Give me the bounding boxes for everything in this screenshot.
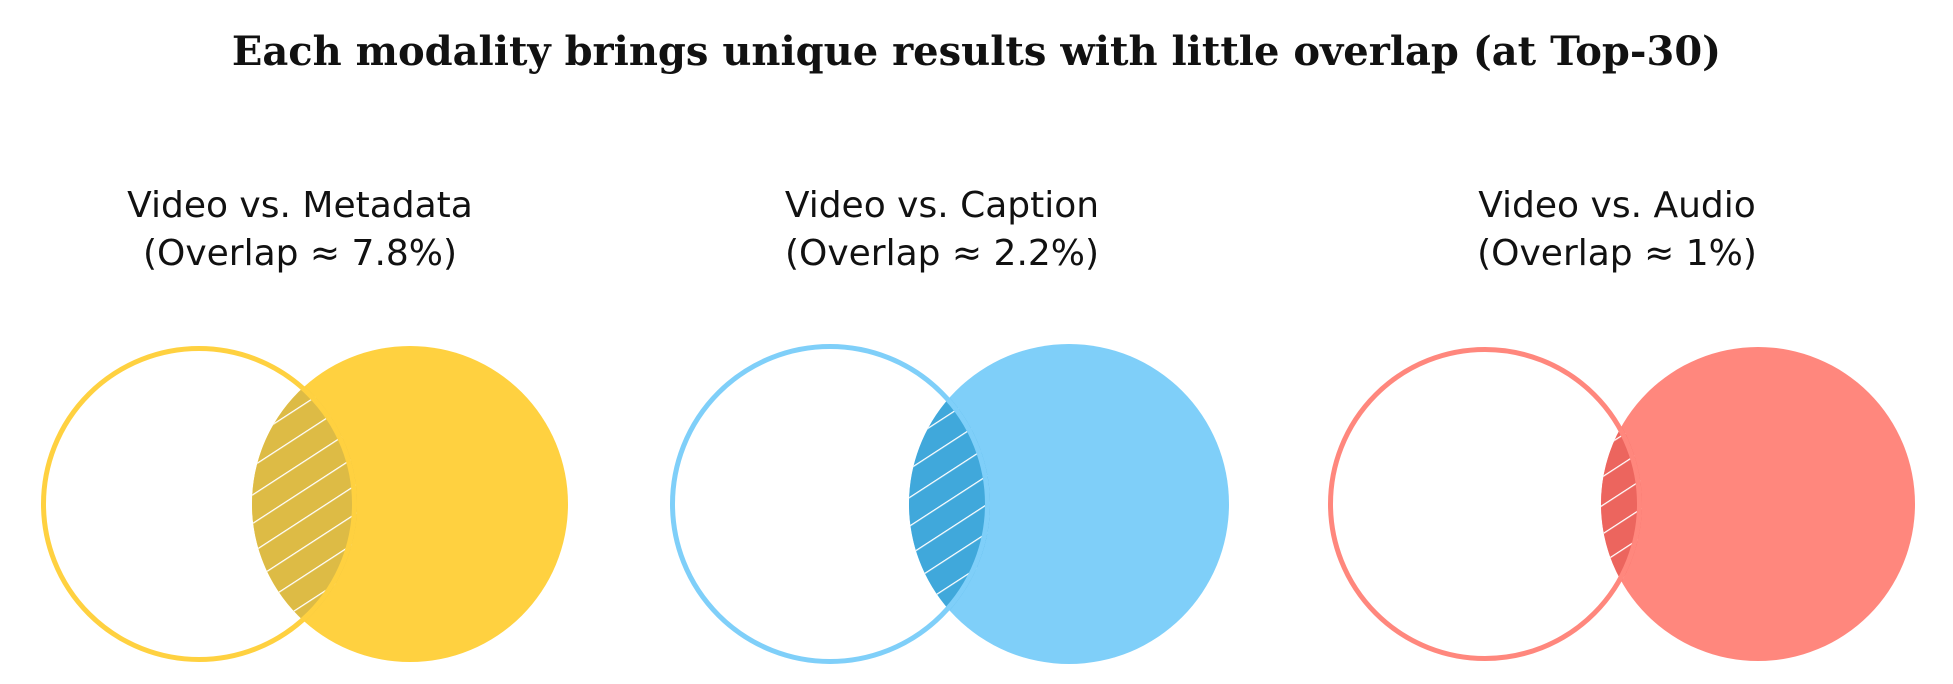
overlap-label-audio: (Overlap ≈ 1%) <box>1477 233 1757 274</box>
venn-audio-right-circle <box>1601 347 1915 661</box>
panel-name-audio: Video vs. Audio <box>1478 185 1756 226</box>
venn-audio-left-circle <box>1328 347 1642 661</box>
venn-caption-right-circle <box>909 344 1229 664</box>
diagram-title: Each modality brings unique results with… <box>231 28 1722 75</box>
venn-metadata <box>41 346 568 662</box>
panel-name-caption: Video vs. Caption <box>784 185 1100 226</box>
panel-name-metadata: Video vs. Metadata <box>127 185 473 226</box>
venn-audio <box>1328 347 1915 661</box>
venn-caption <box>670 344 1229 664</box>
panel-title-audio: Video vs. Audio (Overlap ≈ 1%) <box>1317 182 1917 278</box>
venn-metadata-left-circle <box>41 346 357 662</box>
panel-title-caption: Video vs. Caption (Overlap ≈ 2.2%) <box>642 182 1242 278</box>
overlap-label-caption: (Overlap ≈ 2.2%) <box>784 233 1100 274</box>
venn-caption-left-circle <box>670 344 990 664</box>
panel-title-metadata: Video vs. Metadata (Overlap ≈ 7.8%) <box>0 182 600 278</box>
overlap-label-metadata: (Overlap ≈ 7.8%) <box>142 233 458 274</box>
